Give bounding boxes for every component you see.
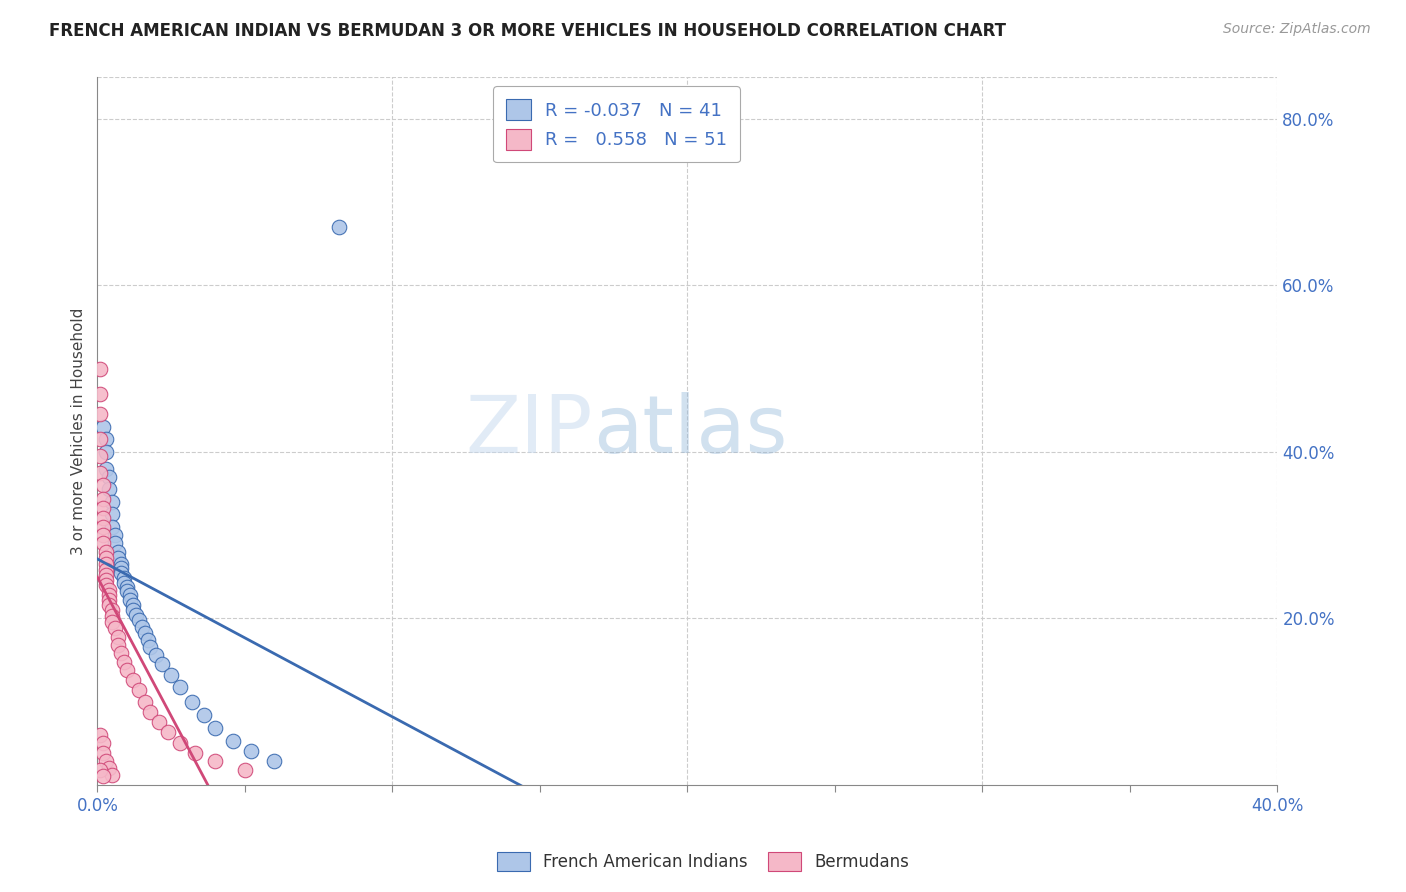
Point	[96, 755, 118, 769]
Point	[96, 573, 118, 587]
Point	[107, 638, 129, 652]
Point	[104, 528, 127, 542]
Point	[121, 673, 143, 687]
Point	[115, 663, 138, 677]
Point	[204, 721, 226, 735]
Point	[89, 763, 111, 777]
Point	[89, 466, 111, 480]
Point	[107, 630, 129, 644]
Point	[180, 694, 202, 708]
Point	[139, 640, 162, 654]
Point	[112, 576, 135, 591]
Point	[157, 725, 180, 739]
Point	[115, 583, 138, 598]
Point	[128, 613, 150, 627]
Text: FRENCH AMERICAN INDIAN VS BERMUDAN 3 OR MORE VEHICLES IN HOUSEHOLD CORRELATION C: FRENCH AMERICAN INDIAN VS BERMUDAN 3 OR …	[49, 22, 1007, 40]
Point	[110, 566, 132, 580]
Point	[104, 536, 127, 550]
Point	[118, 588, 141, 602]
Point	[96, 551, 118, 566]
Point	[121, 598, 143, 612]
Point	[101, 520, 124, 534]
Point	[96, 558, 118, 572]
Point	[134, 694, 156, 708]
Text: Source: ZipAtlas.com: Source: ZipAtlas.com	[1223, 22, 1371, 37]
Point	[96, 461, 118, 475]
Point	[101, 615, 124, 629]
Point	[96, 445, 118, 459]
Legend: French American Indians, Bermudans: French American Indians, Bermudans	[488, 843, 918, 880]
Legend: R = -0.037   N = 41, R =   0.558   N = 51: R = -0.037 N = 41, R = 0.558 N = 51	[494, 87, 740, 162]
Point	[110, 561, 132, 575]
Point	[121, 603, 143, 617]
Point	[328, 220, 350, 235]
Point	[148, 715, 170, 730]
Point	[91, 746, 114, 760]
Point	[110, 558, 132, 572]
Point	[101, 495, 124, 509]
Point	[104, 621, 127, 635]
Text: atlas: atlas	[593, 392, 787, 470]
Point	[98, 588, 121, 602]
Point	[91, 769, 114, 783]
Point	[118, 593, 141, 607]
Point	[96, 568, 118, 582]
Point	[204, 755, 226, 769]
Point	[169, 680, 191, 694]
Point	[98, 598, 121, 612]
Point	[115, 580, 138, 594]
Point	[183, 746, 205, 760]
Point	[110, 646, 132, 660]
Point	[96, 578, 118, 592]
Point	[91, 511, 114, 525]
Point	[89, 386, 111, 401]
Point	[125, 607, 148, 622]
Point	[101, 768, 124, 782]
Point	[107, 545, 129, 559]
Point	[101, 608, 124, 623]
Point	[91, 478, 114, 492]
Point	[134, 626, 156, 640]
Y-axis label: 3 or more Vehicles in Household: 3 or more Vehicles in Household	[72, 308, 86, 555]
Point	[89, 408, 111, 422]
Point	[139, 705, 162, 719]
Point	[131, 620, 153, 634]
Point	[91, 528, 114, 542]
Point	[98, 470, 121, 484]
Point	[169, 736, 191, 750]
Point	[91, 520, 114, 534]
Point	[263, 755, 285, 769]
Point	[160, 668, 183, 682]
Point	[112, 655, 135, 669]
Point	[233, 763, 256, 777]
Point	[128, 682, 150, 697]
Point	[91, 536, 114, 550]
Text: ZIP: ZIP	[465, 392, 593, 470]
Point	[222, 734, 245, 748]
Point	[89, 433, 111, 447]
Point	[91, 420, 114, 434]
Point	[89, 449, 111, 463]
Point	[101, 603, 124, 617]
Point	[239, 744, 262, 758]
Point	[96, 563, 118, 577]
Point	[91, 736, 114, 750]
Point	[89, 728, 111, 742]
Point	[91, 501, 114, 516]
Point	[150, 657, 173, 672]
Point	[136, 632, 159, 647]
Point	[193, 707, 215, 722]
Point	[145, 648, 167, 662]
Point	[101, 508, 124, 522]
Point	[98, 593, 121, 607]
Point	[96, 433, 118, 447]
Point	[98, 761, 121, 775]
Point	[91, 492, 114, 507]
Point	[98, 483, 121, 497]
Point	[98, 582, 121, 597]
Point	[96, 545, 118, 559]
Point	[89, 361, 111, 376]
Point	[107, 551, 129, 566]
Point	[112, 571, 135, 585]
